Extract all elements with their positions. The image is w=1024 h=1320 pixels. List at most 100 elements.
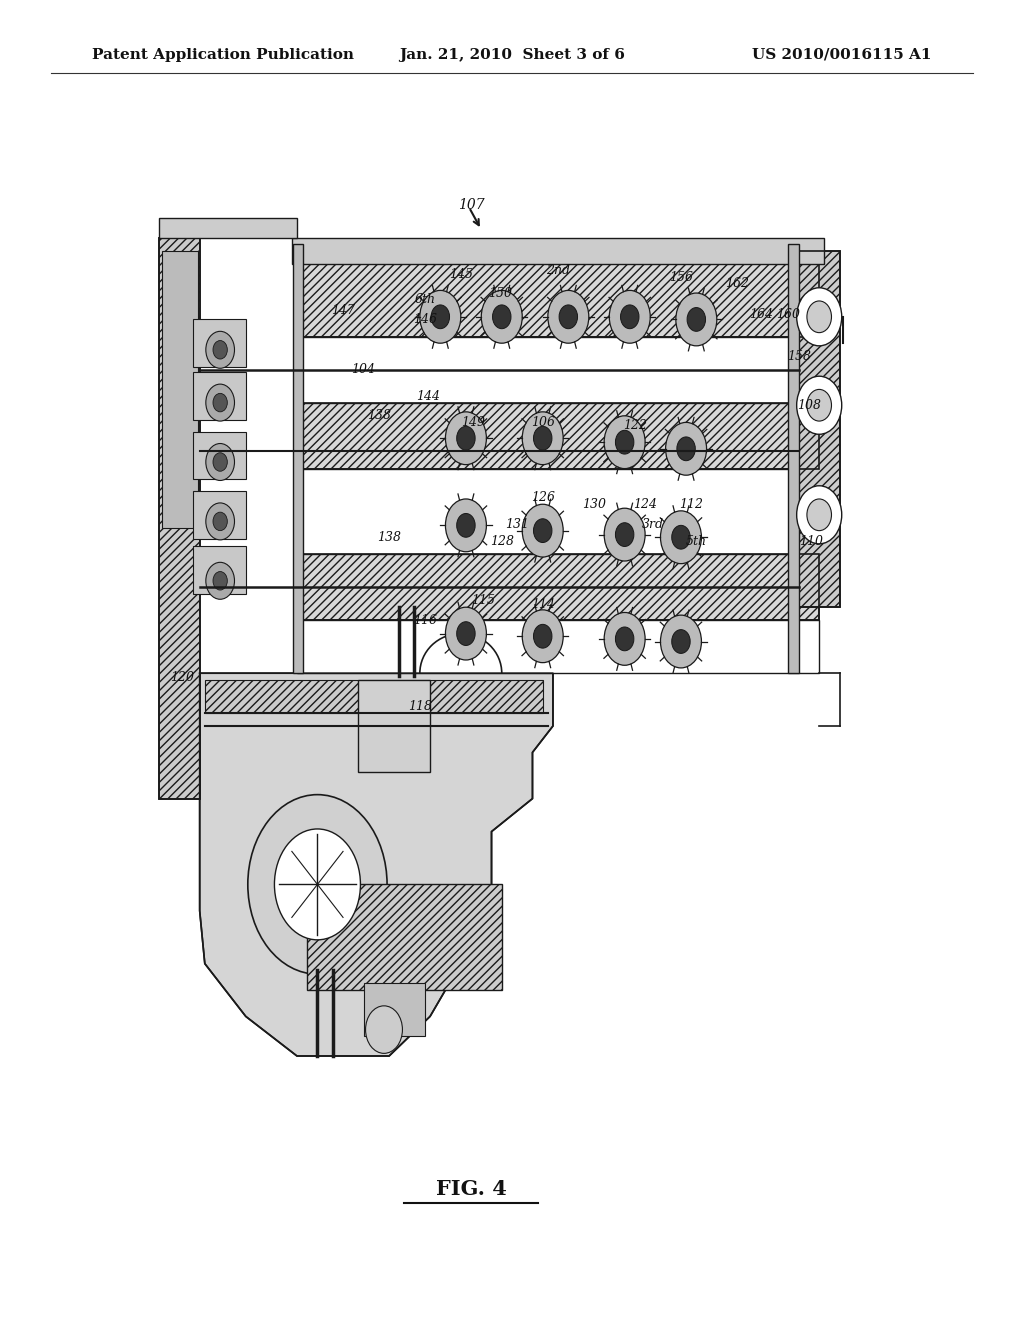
Polygon shape [200, 673, 553, 1056]
Circle shape [660, 511, 701, 564]
Text: 122: 122 [623, 418, 647, 432]
Text: 146: 146 [413, 313, 437, 326]
Text: 107: 107 [458, 198, 484, 211]
Text: 126: 126 [530, 491, 555, 504]
Text: 118: 118 [408, 700, 432, 713]
Bar [297, 620, 819, 673]
Bar [799, 251, 840, 607]
Bar [307, 884, 502, 990]
Text: 114: 114 [530, 598, 555, 611]
Circle shape [660, 615, 701, 668]
Bar [297, 403, 819, 469]
Bar [297, 337, 819, 403]
Text: 164: 164 [749, 308, 773, 321]
Circle shape [206, 384, 234, 421]
Text: 115: 115 [471, 594, 496, 607]
Text: 130: 130 [582, 498, 606, 511]
Bar [162, 251, 198, 528]
Text: Jan. 21, 2010  Sheet 3 of 6: Jan. 21, 2010 Sheet 3 of 6 [399, 48, 625, 62]
Text: 5th: 5th [686, 535, 707, 548]
Bar [788, 244, 799, 673]
Circle shape [213, 453, 227, 471]
Bar [193, 491, 246, 539]
Circle shape [213, 393, 227, 412]
Circle shape [213, 512, 227, 531]
Circle shape [457, 513, 475, 537]
Text: 128: 128 [489, 535, 514, 548]
Bar [159, 238, 200, 799]
Text: 147: 147 [331, 304, 355, 317]
Circle shape [797, 376, 842, 434]
Circle shape [445, 499, 486, 552]
Circle shape [807, 301, 831, 333]
Text: 144: 144 [416, 389, 440, 403]
Circle shape [431, 305, 450, 329]
Circle shape [672, 525, 690, 549]
Text: 106: 106 [530, 416, 555, 429]
Circle shape [522, 504, 563, 557]
Circle shape [621, 305, 639, 329]
Circle shape [604, 416, 645, 469]
Circle shape [248, 795, 387, 974]
Text: 110: 110 [799, 535, 823, 548]
Circle shape [615, 430, 634, 454]
Circle shape [213, 341, 227, 359]
Circle shape [522, 412, 563, 465]
Text: 158: 158 [786, 350, 811, 363]
Bar [292, 238, 824, 264]
Circle shape [797, 288, 842, 346]
Bar [799, 251, 840, 607]
Circle shape [797, 486, 842, 544]
Text: 138: 138 [367, 409, 391, 422]
Text: 156: 156 [669, 271, 693, 284]
Circle shape [206, 562, 234, 599]
Text: 124: 124 [633, 498, 657, 511]
Circle shape [213, 572, 227, 590]
Bar [297, 554, 819, 620]
Bar [297, 469, 819, 554]
Circle shape [206, 503, 234, 540]
Text: 120: 120 [170, 671, 195, 684]
Circle shape [481, 290, 522, 343]
Circle shape [445, 412, 486, 465]
Circle shape [534, 624, 552, 648]
Text: Patent Application Publication: Patent Application Publication [92, 48, 354, 62]
Circle shape [457, 622, 475, 645]
Circle shape [615, 523, 634, 546]
Circle shape [676, 293, 717, 346]
Circle shape [420, 290, 461, 343]
Circle shape [445, 607, 486, 660]
Circle shape [604, 508, 645, 561]
Circle shape [615, 627, 634, 651]
Bar [205, 680, 543, 713]
Circle shape [687, 308, 706, 331]
Bar [297, 260, 819, 337]
Text: 162: 162 [725, 277, 750, 290]
Circle shape [366, 1006, 402, 1053]
Circle shape [534, 519, 552, 543]
Text: 112: 112 [679, 498, 703, 511]
Circle shape [206, 331, 234, 368]
Bar [193, 432, 246, 479]
Text: FIG. 4: FIG. 4 [435, 1179, 507, 1199]
Text: 116: 116 [413, 614, 437, 627]
Bar [193, 319, 246, 367]
Circle shape [677, 437, 695, 461]
Bar [364, 983, 425, 1036]
Circle shape [534, 426, 552, 450]
Circle shape [274, 829, 360, 940]
Bar [159, 218, 297, 238]
Circle shape [807, 389, 831, 421]
Circle shape [604, 612, 645, 665]
Bar [297, 554, 819, 620]
Bar [297, 260, 819, 337]
Bar [193, 372, 246, 420]
Circle shape [522, 610, 563, 663]
Text: 3rd: 3rd [642, 517, 665, 531]
Bar [193, 546, 246, 594]
Text: 150: 150 [487, 286, 512, 300]
Bar [159, 238, 200, 799]
Circle shape [666, 422, 707, 475]
Text: 138: 138 [377, 531, 401, 544]
Circle shape [206, 444, 234, 480]
